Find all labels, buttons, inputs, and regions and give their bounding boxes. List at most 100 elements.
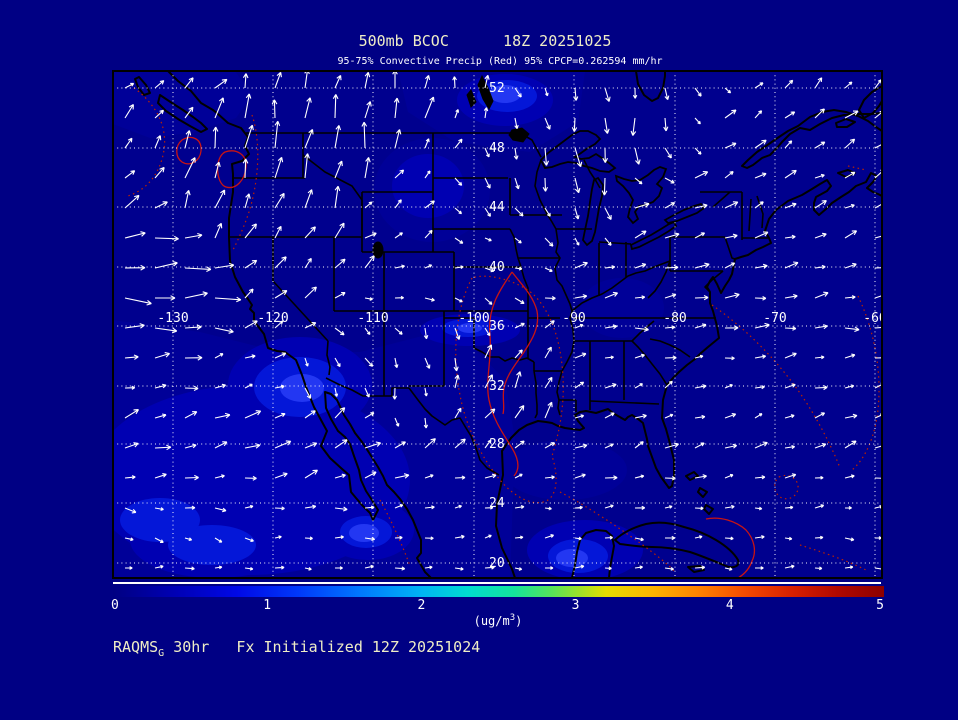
wind-arrow <box>634 353 645 359</box>
wind-arrow <box>424 387 428 397</box>
wind-arrow <box>784 326 797 331</box>
colorbar-tick: 5 <box>876 598 884 613</box>
wind-arrow <box>394 327 403 335</box>
wind-arrow <box>214 353 224 359</box>
longitude-label: -120 <box>257 311 288 326</box>
wind-arrow <box>544 87 549 97</box>
wind-arrow <box>724 413 737 419</box>
wind-arrow <box>244 223 257 239</box>
wind-arrow <box>214 262 235 269</box>
wind-arrow <box>394 129 402 149</box>
longitude-label: -80 <box>663 311 686 326</box>
wind-arrow <box>814 385 828 391</box>
wind-arrow <box>784 505 794 510</box>
wind-arrow <box>484 408 496 419</box>
wind-arrow <box>184 324 202 330</box>
wind-arrow <box>454 534 465 539</box>
wind-arrow <box>454 475 466 480</box>
wind-arrow <box>334 258 346 269</box>
wind-arrow <box>154 235 179 242</box>
wind-arrow <box>694 474 707 479</box>
wind-arrow <box>634 537 644 542</box>
wind-arrow <box>814 355 825 360</box>
wind-arrow <box>154 413 167 419</box>
wind-arrow <box>214 383 226 389</box>
wind-arrow <box>664 355 677 361</box>
wind-arrow <box>544 117 551 130</box>
wind-arrow <box>124 323 145 329</box>
wind-arrow <box>154 352 170 359</box>
wind-arrow <box>274 472 288 479</box>
wind-arrow <box>214 507 227 513</box>
wind-arrow <box>514 504 525 509</box>
latitude-label: 40 <box>489 260 505 275</box>
wind-arrow <box>514 297 525 305</box>
wind-arrow <box>754 385 765 390</box>
wind-arrow <box>844 506 852 510</box>
wind-arrow <box>604 324 618 330</box>
wind-arrow <box>784 234 796 240</box>
wind-arrow <box>634 263 647 269</box>
wind-arrow <box>274 320 284 329</box>
map-panel: 52 48 44 40 36 32 28 24 20 -130 -120 -110 -100 -90 -80… <box>112 70 883 579</box>
wind-arrow <box>242 158 249 179</box>
wind-arrow <box>423 327 429 340</box>
wind-arrow <box>724 87 732 94</box>
wind-arrow <box>844 295 856 300</box>
wind-arrow <box>514 440 525 449</box>
wind-arrow <box>514 266 523 271</box>
wind-arrow <box>844 262 857 269</box>
wind-arrow <box>244 537 254 543</box>
wind-arrow <box>544 442 555 449</box>
wind-arrow <box>601 177 608 196</box>
wind-arrow <box>574 381 585 389</box>
wind-arrow <box>754 110 763 119</box>
wind-arrow <box>154 444 172 451</box>
wind-arrow <box>724 171 734 179</box>
wind-arrow <box>784 202 797 209</box>
wind-arrow <box>454 504 462 509</box>
wind-arrow <box>814 264 826 270</box>
wind-arrow <box>634 505 646 510</box>
wind-arrow <box>784 383 796 389</box>
wind-arrow <box>784 111 796 119</box>
wind-arrow <box>514 371 522 389</box>
colorbar-tick: 3 <box>572 598 580 613</box>
wind-arrow <box>634 383 643 389</box>
wind-arrow <box>274 384 285 389</box>
colorbar-unit-label: (ug/m3) <box>474 613 523 628</box>
wind-arrow <box>724 504 735 509</box>
wind-arrow <box>664 202 676 209</box>
wind-arrow <box>694 147 702 155</box>
wind-arrow <box>784 473 797 479</box>
wind-arrow <box>154 537 164 543</box>
wind-arrow <box>514 177 520 190</box>
wind-arrow <box>844 81 853 89</box>
wind-arrow <box>784 261 799 269</box>
wind-arrow <box>364 471 377 479</box>
wind-arrow <box>724 567 733 571</box>
wind-arrow <box>304 286 317 299</box>
latitude-label: 32 <box>489 379 505 394</box>
wind-arrow <box>814 324 828 330</box>
wind-arrow <box>184 566 195 571</box>
wind-arrow <box>544 506 552 511</box>
wind-arrow <box>754 475 766 480</box>
wind-arrow <box>214 441 228 449</box>
wind-arrow <box>454 327 461 340</box>
wind-arrow <box>814 291 829 299</box>
wind-arrow <box>484 505 494 510</box>
wind-arrow <box>514 473 523 479</box>
wind-arrow <box>694 232 706 239</box>
wind-arrow <box>244 410 262 419</box>
wind-arrow <box>814 504 825 509</box>
wind-arrow <box>424 264 433 269</box>
precip-contours <box>127 84 880 578</box>
wind-arrow <box>634 326 649 332</box>
wind-arrow <box>484 147 490 158</box>
wind-arrow <box>244 475 257 481</box>
wind-arrow <box>574 294 588 299</box>
wind-arrow <box>154 327 178 334</box>
